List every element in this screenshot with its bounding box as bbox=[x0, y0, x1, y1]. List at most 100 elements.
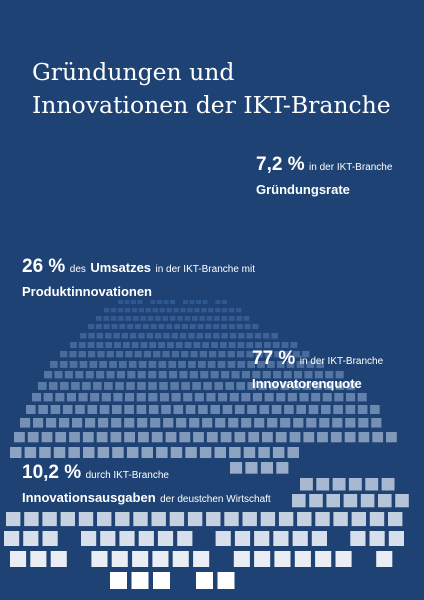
map-tile bbox=[81, 531, 97, 546]
map-tile bbox=[235, 308, 242, 313]
map-tile bbox=[10, 447, 22, 458]
map-tile bbox=[136, 393, 146, 402]
map-tile bbox=[152, 308, 158, 313]
map-tile bbox=[194, 393, 204, 402]
map-tile bbox=[82, 382, 91, 390]
map-tile bbox=[241, 418, 252, 428]
map-tile bbox=[308, 405, 319, 414]
title-line-2: Innovationen der IKT-Branche bbox=[32, 91, 391, 119]
map-tile bbox=[188, 361, 196, 368]
map-tile bbox=[228, 308, 235, 313]
map-tile bbox=[24, 512, 39, 527]
map-tile bbox=[158, 371, 167, 379]
map-tile bbox=[125, 393, 135, 402]
map-tile bbox=[322, 393, 332, 402]
map-tile bbox=[221, 371, 230, 379]
map-tile bbox=[215, 308, 221, 313]
map-tile bbox=[50, 361, 58, 368]
map-tile bbox=[42, 531, 58, 546]
map-tile bbox=[243, 316, 250, 321]
map-tile bbox=[188, 333, 195, 339]
stat-produktinnovationen-label: Produktinnovationen bbox=[22, 284, 152, 299]
map-tile bbox=[185, 447, 197, 458]
map-tile bbox=[319, 418, 330, 428]
map-tile bbox=[151, 512, 166, 527]
map-tile bbox=[371, 418, 382, 428]
map-tile bbox=[369, 512, 385, 527]
map-tile bbox=[141, 447, 153, 458]
map-tile bbox=[221, 316, 228, 321]
map-tile bbox=[303, 432, 315, 443]
map-tile bbox=[150, 300, 156, 304]
map-tile bbox=[185, 405, 196, 414]
map-tile bbox=[53, 447, 66, 458]
map-tile bbox=[228, 316, 235, 321]
map-tile bbox=[317, 432, 328, 443]
map-tile bbox=[161, 405, 171, 414]
map-tile bbox=[101, 393, 111, 402]
map-tile bbox=[245, 462, 258, 474]
map-tile bbox=[217, 572, 235, 589]
map-tile bbox=[112, 405, 122, 414]
map-tile bbox=[234, 432, 246, 443]
map-tile bbox=[215, 418, 226, 428]
map-tile bbox=[205, 324, 212, 330]
map-tile bbox=[150, 418, 161, 428]
map-tile bbox=[64, 371, 73, 379]
map-tile bbox=[358, 432, 370, 443]
map-tile bbox=[20, 418, 31, 428]
map-tile bbox=[283, 351, 291, 358]
map-tile bbox=[93, 382, 102, 390]
map-tile bbox=[148, 405, 159, 414]
map-tile bbox=[215, 300, 221, 304]
map-tile bbox=[97, 512, 112, 527]
map-tile bbox=[345, 405, 356, 414]
map-tile bbox=[110, 308, 117, 313]
map-tile bbox=[183, 300, 188, 304]
map-tile bbox=[311, 393, 321, 402]
map-tile bbox=[272, 342, 280, 348]
map-tile bbox=[294, 551, 311, 567]
map-tile bbox=[158, 342, 166, 348]
map-tile bbox=[162, 316, 169, 321]
stat-produktinnovationen-qualifier-1: des bbox=[69, 264, 86, 275]
map-tile bbox=[60, 351, 68, 358]
map-tile bbox=[113, 393, 123, 402]
map-tile bbox=[150, 324, 157, 330]
map-tile bbox=[173, 308, 179, 313]
map-tile bbox=[196, 572, 213, 589]
map-tile bbox=[234, 405, 245, 414]
map-tile bbox=[346, 393, 356, 402]
map-tile bbox=[254, 333, 262, 339]
map-tile bbox=[215, 531, 231, 546]
map-tile bbox=[218, 351, 226, 358]
map-tile bbox=[225, 382, 234, 390]
map-tile bbox=[80, 333, 87, 339]
map-tile bbox=[376, 551, 393, 567]
map-tile bbox=[255, 342, 262, 348]
map-tile bbox=[177, 531, 193, 546]
map-tile bbox=[267, 418, 278, 428]
map-tile bbox=[208, 308, 214, 313]
map-tile bbox=[287, 447, 299, 458]
map-tile bbox=[122, 342, 130, 348]
map-tile bbox=[222, 405, 233, 414]
map-tile bbox=[381, 478, 395, 491]
map-tile bbox=[350, 531, 366, 546]
stat-innovatorenquote-label: Innovatorenquote bbox=[252, 376, 362, 391]
map-tile bbox=[264, 393, 274, 402]
map-tile bbox=[199, 351, 207, 358]
map-tile bbox=[281, 342, 289, 348]
map-tile bbox=[344, 432, 356, 443]
map-tile bbox=[227, 361, 236, 368]
map-tile bbox=[131, 572, 149, 589]
map-tile bbox=[247, 382, 256, 390]
map-tile bbox=[117, 308, 124, 313]
map-tile bbox=[59, 361, 68, 368]
map-tile bbox=[159, 393, 169, 402]
map-tile bbox=[193, 432, 204, 443]
stat-gruendungsrate-label: Gründungsrate bbox=[256, 182, 350, 197]
map-tile bbox=[192, 316, 198, 321]
map-tile bbox=[184, 316, 191, 321]
map-tile bbox=[153, 572, 170, 589]
